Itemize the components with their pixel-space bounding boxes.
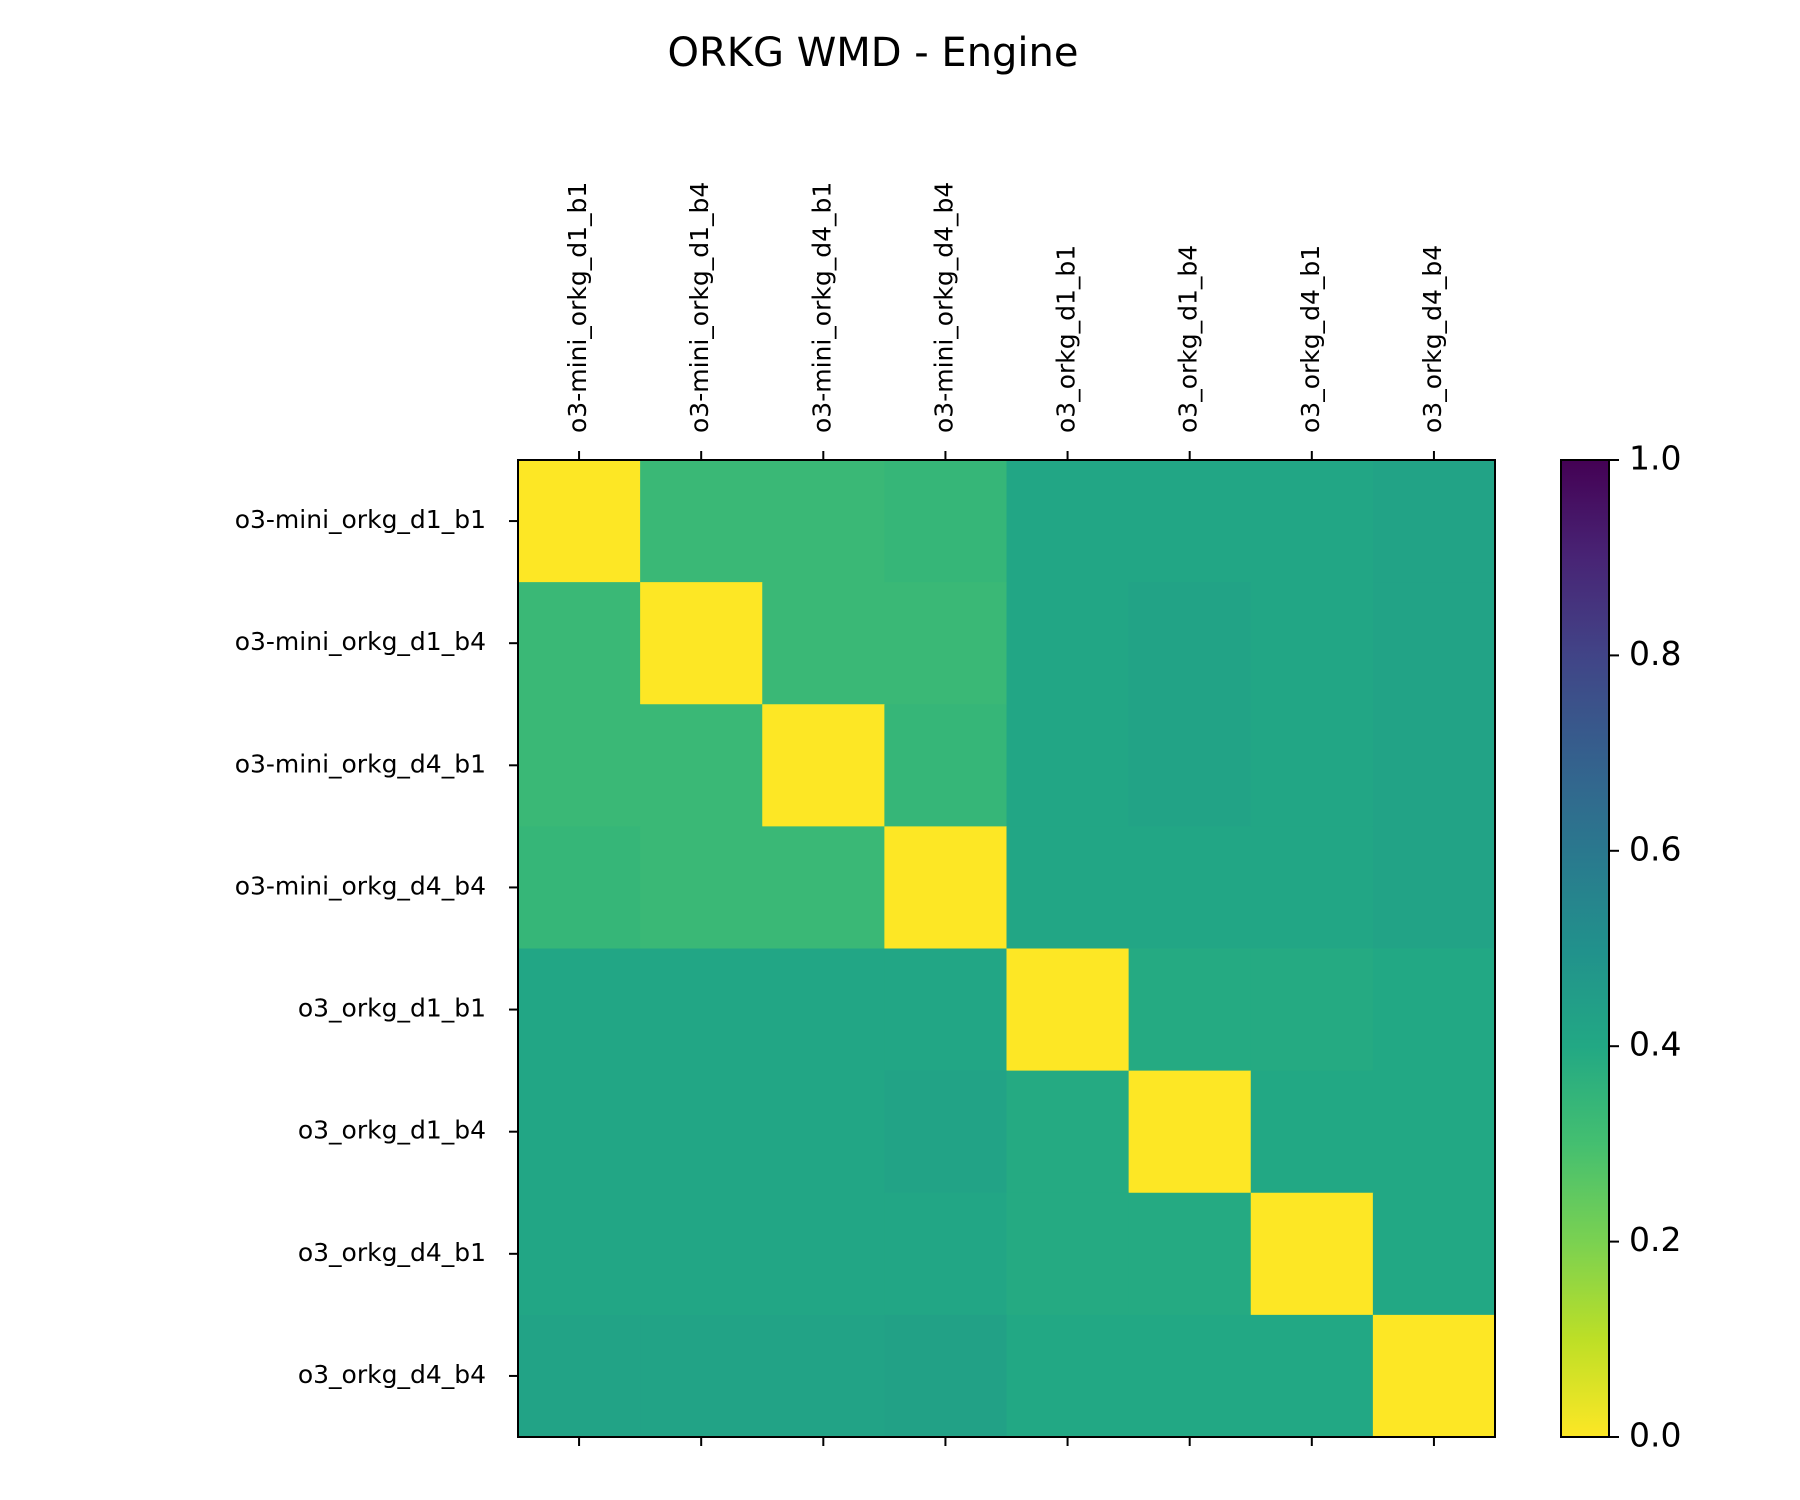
heatmap-cell-2-6 [1250,704,1374,827]
heatmap-cell-1-4 [1006,582,1130,705]
colorbar-tick-label: 0.0 [1629,1416,1681,1455]
heatmap-cell-2-3 [884,704,1007,827]
x-tick-label: o3_orkg_d1_b4 [1174,245,1203,433]
heatmap-cell-1-3 [884,582,1007,705]
heatmap-cell-1-2 [762,582,885,705]
x-tick-label: o3-mini_orkg_d4_b1 [807,182,836,433]
heatmap-cell-4-7 [1372,948,1496,1072]
heatmap-cell-2-4 [1006,704,1130,827]
heatmap-cell-4-0 [518,948,641,1072]
heatmap-cell-3-5 [1128,826,1252,949]
heatmap-cell-7-5 [1128,1314,1252,1438]
y-tick-label: o3-mini_orkg_d4_b4 [235,871,486,900]
heatmap-cell-3-4 [1006,826,1130,949]
chart-title: ORKG WMD - Engine [667,30,1078,76]
heatmap-cell-4-2 [762,948,885,1072]
heatmap-cell-0-7 [1372,460,1496,583]
heatmap-cell-0-4 [1006,460,1130,583]
heatmap-cell-6-3 [884,1192,1007,1316]
heatmap-cell-5-5 [1128,1070,1252,1194]
colorbar-tick-label: 1.0 [1629,439,1681,478]
heatmap-cell-4-6 [1250,948,1374,1072]
colorbar-tick-label: 0.4 [1629,1025,1681,1064]
x-tick-label: o3_orkg_d4_b1 [1296,245,1325,433]
heatmap-cell-0-5 [1128,460,1252,583]
heatmap-cell-2-7 [1372,704,1496,827]
heatmap-cell-2-2 [762,704,885,827]
heatmap-cell-1-1 [640,582,763,705]
heatmap-cell-5-7 [1372,1070,1496,1194]
heatmap-cell-0-3 [884,460,1007,583]
y-tick-label: o3-mini_orkg_d4_b1 [235,749,486,778]
heatmap-cell-7-0 [518,1314,641,1438]
x-tick-label: o3_orkg_d1_b1 [1052,245,1081,433]
heatmap-cell-3-3 [884,826,1007,949]
heatmap-cell-2-0 [518,704,641,827]
heatmap-cell-1-7 [1372,582,1496,705]
heatmap-cell-0-6 [1250,460,1374,583]
heatmap-cell-6-4 [1006,1192,1130,1316]
heatmap-cell-5-4 [1006,1070,1130,1194]
y-tick-label: o3_orkg_d4_b1 [298,1238,486,1267]
heatmap-cell-2-5 [1128,704,1252,827]
heatmap-cell-5-6 [1250,1070,1374,1194]
x-tick-label: o3_orkg_d4_b4 [1418,245,1447,433]
y-tick-label: o3-mini_orkg_d1_b1 [235,505,486,534]
heatmap-cell-1-5 [1128,582,1252,705]
heatmap-cell-7-2 [762,1314,885,1438]
colorbar-gradient [1561,460,1609,1437]
heatmap-cell-5-3 [884,1070,1007,1194]
y-tick-label: o3-mini_orkg_d1_b4 [235,627,486,656]
heatmap-cell-4-3 [884,948,1007,1072]
heatmap-cell-7-6 [1250,1314,1374,1438]
heatmap-cell-7-7 [1372,1314,1496,1438]
colorbar-tick-label: 0.8 [1629,634,1681,673]
heatmap-cell-0-2 [762,460,885,583]
heatmap-cell-6-5 [1128,1192,1252,1316]
heatmap-cell-5-1 [640,1070,763,1194]
colorbar-tick-label: 0.6 [1629,829,1681,868]
colorbar-tick-label: 0.2 [1629,1220,1681,1259]
heatmap-cell-4-4 [1006,948,1130,1072]
heatmap-cell-6-0 [518,1192,641,1316]
plot-frame [517,459,1496,1438]
heatmap-cell-6-1 [640,1192,763,1316]
heatmap-cell-1-6 [1250,582,1374,705]
heatmap-cell-3-6 [1250,826,1374,949]
heatmap-cell-3-2 [762,826,885,949]
heatmap-cell-3-1 [640,826,763,949]
heatmap-cell-0-0 [518,460,641,583]
heatmap-cell-7-1 [640,1314,763,1438]
heatmap-cell-6-7 [1372,1192,1496,1316]
x-tick-label: o3-mini_orkg_d1_b1 [563,182,592,433]
heatmap-cell-6-2 [762,1192,885,1316]
heatmap-cell-4-5 [1128,948,1252,1072]
heatmap-cell-0-1 [640,460,763,583]
heatmap-cell-4-1 [640,948,763,1072]
y-tick-label: o3_orkg_d1_b4 [298,1116,486,1145]
heatmap-cell-3-7 [1372,826,1496,949]
heatmap-cell-7-4 [1006,1314,1130,1438]
y-tick-label: o3_orkg_d1_b1 [298,994,486,1023]
colorbar-frame [1560,459,1610,1438]
heatmap-cell-6-6 [1250,1192,1374,1316]
heatmap-cell-2-1 [640,704,763,827]
heatmap-cell-1-0 [518,582,641,705]
heatmap-cell-3-0 [518,826,641,949]
y-tick-label: o3_orkg_d4_b4 [298,1360,486,1389]
heatmap-cell-5-0 [518,1070,641,1194]
heatmap-cell-7-3 [884,1314,1007,1438]
x-tick-label: o3-mini_orkg_d4_b4 [929,182,958,433]
axis-ticks: o3-mini_orkg_d1_b1 o3-mini_orkg_d1_b4 o3-m… [235,182,1447,1446]
heatmap-cells [518,460,1496,1438]
x-tick-label: o3-mini_orkg_d1_b4 [685,182,714,433]
colorbar: 0.0 0.2 0.4 0.6 0.8 1.0 [1560,439,1681,1455]
heatmap-cell-5-2 [762,1070,885,1194]
